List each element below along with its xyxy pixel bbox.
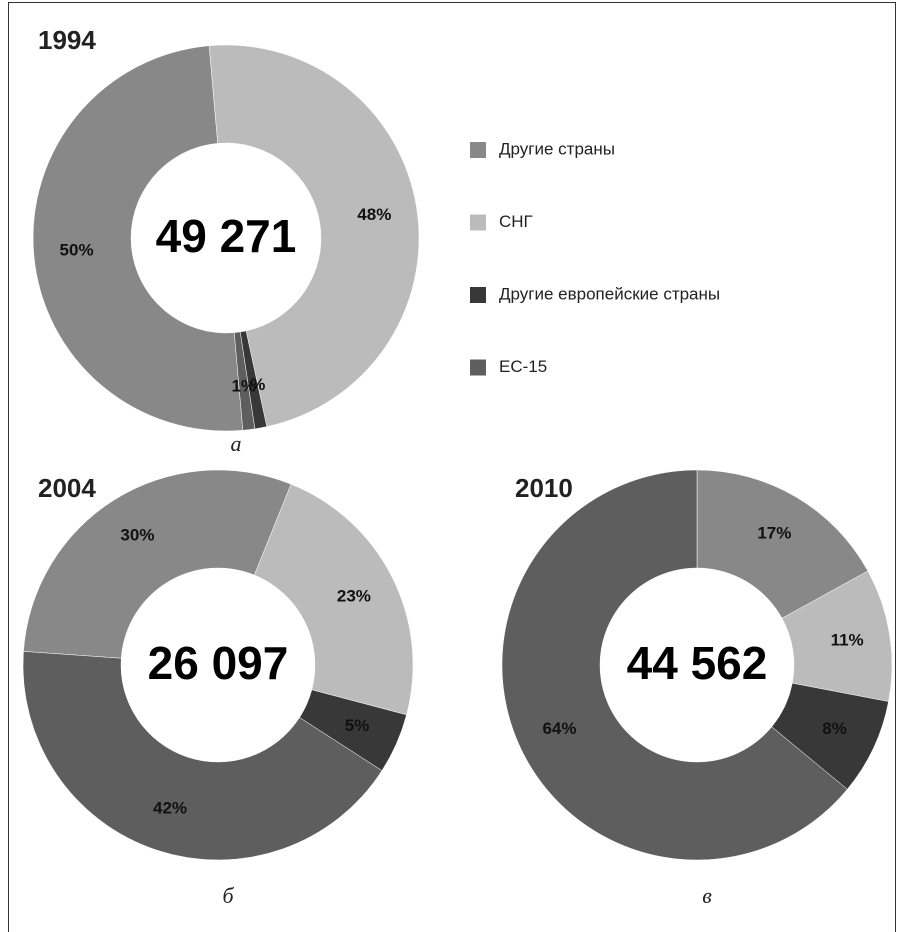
chart-title: 2004 [38, 473, 96, 503]
caption: б [222, 883, 234, 908]
chart-title: 1994 [38, 25, 96, 55]
value-label: 11% [831, 631, 864, 650]
chart-title: 2010 [515, 473, 573, 503]
legend-swatch [470, 214, 486, 231]
legend-label: Другие европейские страны [499, 284, 720, 303]
donut-slice [23, 469, 292, 659]
center-label: 26 097 [148, 637, 289, 689]
donut-slice [696, 469, 869, 619]
legend-swatch [470, 142, 486, 158]
value-label: 50% [60, 241, 94, 260]
donut-slice [32, 45, 244, 432]
value-label: 30% [120, 526, 154, 545]
value-label: 5% [345, 716, 370, 735]
legend-swatch [470, 359, 486, 376]
donut-slice [254, 483, 414, 716]
legend-label: ЕС-15 [499, 357, 547, 376]
value-label: 64% [542, 719, 576, 738]
donut-slice [501, 469, 848, 861]
value-label: 42% [153, 799, 187, 818]
value-label: 48% [357, 205, 391, 224]
caption: а [231, 431, 242, 456]
legend-label: СНГ [499, 212, 533, 231]
donut-slice [234, 331, 256, 431]
value-label: 1% [231, 376, 256, 395]
value-label: 8% [822, 719, 847, 738]
center-label: 49 271 [156, 210, 297, 262]
value-label: 17% [757, 524, 791, 543]
caption: в [702, 883, 712, 908]
legend-swatch [470, 287, 486, 303]
donut-slice [208, 44, 420, 427]
legend-label: Другие страны [499, 139, 615, 158]
donut-slice [22, 651, 383, 861]
value-label: 23% [337, 586, 371, 605]
frame [8, 2, 896, 932]
center-label: 44 562 [627, 637, 768, 689]
